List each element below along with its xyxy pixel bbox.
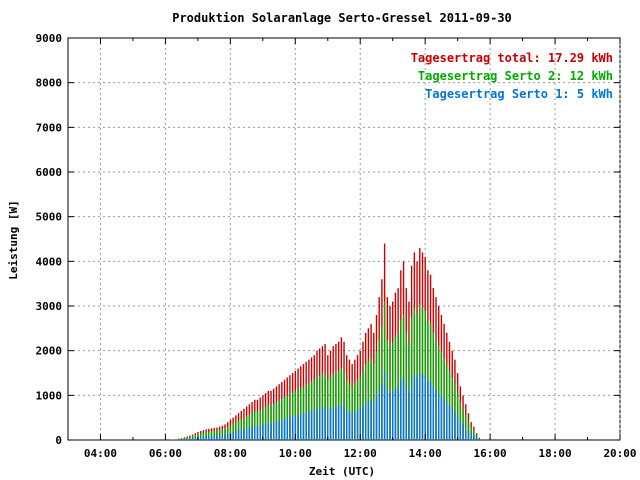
y-tick-label: 9000 — [36, 32, 63, 45]
bars-layer — [170, 243, 480, 440]
y-tick-label: 6000 — [36, 166, 63, 179]
x-tick-label: 20:00 — [603, 447, 636, 460]
y-tick-label: 7000 — [36, 121, 63, 134]
x-tick-label: 10:00 — [279, 447, 312, 460]
x-axis-label: Zeit (UTC) — [309, 465, 375, 478]
y-tick-label: 0 — [55, 434, 62, 447]
x-tick-label: 04:00 — [84, 447, 117, 460]
y-tick-label: 1000 — [36, 389, 63, 402]
y-tick-label: 5000 — [36, 211, 63, 224]
y-tick-label: 2000 — [36, 345, 63, 358]
y-tick-label: 8000 — [36, 77, 63, 90]
grid-lines — [68, 38, 621, 440]
x-tick-label: 14:00 — [409, 447, 442, 460]
legend-entry: Tagesertrag Serto 2: 12 kWh — [418, 69, 613, 83]
x-tick-label: 08:00 — [214, 447, 247, 460]
x-tick-label: 18:00 — [538, 447, 571, 460]
legend-entry: Tagesertrag total: 17.29 kWh — [411, 51, 613, 65]
y-tick-label: 3000 — [36, 300, 63, 313]
legend-entry: Tagesertrag Serto 1: 5 kWh — [425, 87, 613, 101]
axis-ticks: 0 1000 2000 3000 4000 5000 6000 7000 8000 9000 04:… — [36, 32, 637, 460]
chart-title: Produktion Solaranlage Serto-Gressel 201… — [172, 11, 512, 25]
legend: Tagesertrag total: 17.29 kWh Tagesertrag … — [411, 51, 613, 101]
x-tick-label: 06:00 — [149, 447, 182, 460]
x-tick-label: 12:00 — [344, 447, 377, 460]
x-tick-label: 16:00 — [474, 447, 507, 460]
y-axis-label: Leistung [W] — [7, 200, 20, 279]
y-tick-label: 4000 — [36, 255, 63, 268]
